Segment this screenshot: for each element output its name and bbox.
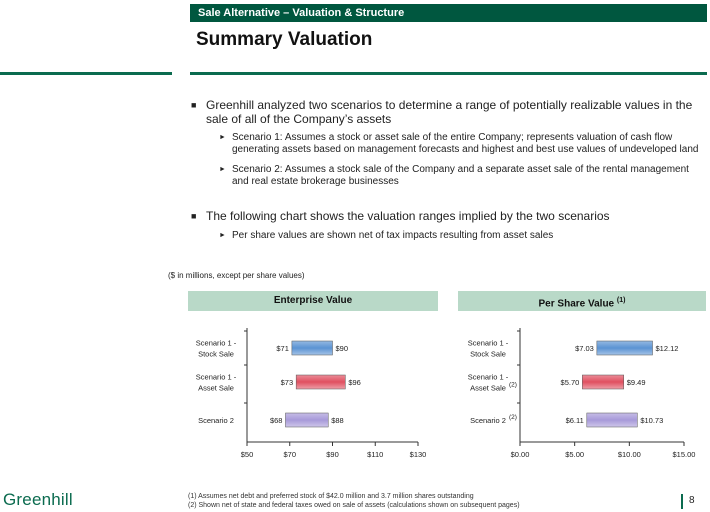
- enterprise-value-chart: $50 $70 $90 $110 $130 $71 $90 Scenario 1 - Stock…: [196, 328, 427, 459]
- bar-high-label: $12.12: [656, 344, 679, 353]
- bar-low-label: $68: [270, 416, 283, 425]
- x-tick-label: $15.00: [673, 450, 696, 459]
- per-share-header-footnote: (1): [616, 297, 626, 304]
- category-label: Scenario 1 -: [468, 339, 509, 348]
- x-tick-label: $70: [283, 450, 296, 459]
- footnote-1: (1) Assumes net debt and preferred stock…: [188, 493, 474, 500]
- header-rule-right: [190, 72, 707, 75]
- bullet-square-icon: ■: [191, 100, 197, 110]
- bar-low-label: $71: [276, 344, 289, 353]
- range-bar: [582, 374, 625, 390]
- range-bar: [291, 340, 333, 356]
- bar-high-label: $88: [331, 416, 344, 425]
- bar-low-label: $5.70: [561, 378, 580, 387]
- bar-low-label: $73: [281, 378, 294, 387]
- x-tick-label: $110: [367, 450, 383, 459]
- per-share-value-header-label: Per Share Value: [538, 298, 615, 310]
- greenhill-logo: Greenhill: [3, 490, 73, 509]
- category-label: Scenario 2: [198, 416, 234, 425]
- x-tick-label: $10.00: [618, 450, 641, 459]
- category-label: Stock Sale: [198, 350, 234, 359]
- per-share-value-header: Per Share Value (1): [458, 291, 706, 311]
- x-tick-label: $50: [241, 450, 254, 459]
- range-bar: [295, 374, 346, 390]
- category-label: Scenario 1 -: [196, 339, 237, 348]
- bullet-2-text: The following chart shows the valuation …: [206, 209, 610, 223]
- bar-high-label: $90: [336, 344, 349, 353]
- header-rule-left: [0, 72, 172, 75]
- bar-low-label: $6.11: [566, 416, 584, 425]
- category-label: Stock Sale: [470, 350, 506, 359]
- x-tick-label: $5.00: [565, 450, 584, 459]
- bar-high-label: $96: [348, 378, 361, 387]
- sub-bullet-arrow-icon: ►: [219, 232, 226, 239]
- range-bar: [285, 412, 329, 428]
- footnote-2: (2) Shown net of state and federal taxes…: [188, 502, 520, 509]
- sub-bullet-1-1: ► Scenario 1: Assumes a stock or asset s…: [219, 132, 700, 156]
- sub-bullet-arrow-icon: ►: [219, 166, 226, 173]
- sub-bullet-1-2: ► Scenario 2: Assumes a stock sale of th…: [219, 164, 700, 188]
- enterprise-value-header: Enterprise Value: [188, 291, 438, 311]
- sub-bullet-2-1: ► Per share values are shown net of tax …: [219, 230, 700, 242]
- section-banner: Sale Alternative – Valuation & Structure: [190, 4, 707, 22]
- sub-bullet-1-1-text: Scenario 1: Assumes a stock or asset sal…: [232, 132, 699, 155]
- page-number-divider: [681, 494, 683, 509]
- category-label: Asset Sale: [470, 384, 506, 393]
- range-bar: [596, 340, 653, 356]
- page-number: 8: [689, 495, 695, 506]
- enterprise-value-header-label: Enterprise Value: [273, 295, 353, 306]
- footnotes: (1) Assumes net debt and preferred stock…: [188, 492, 520, 510]
- category-label: Scenario 1 -: [468, 373, 509, 382]
- category-footnote: (2): [509, 382, 517, 389]
- x-tick-label: $130: [410, 450, 427, 459]
- x-tick-label: $0.00: [511, 450, 530, 459]
- bar-high-label: $9.49: [627, 378, 646, 387]
- category-label: Asset Sale: [198, 384, 234, 393]
- bullet-square-icon: ■: [191, 211, 197, 221]
- bar-low-label: $7.03: [575, 344, 594, 353]
- category-footnote: (2): [509, 414, 517, 421]
- category-label: Scenario 1 -: [196, 373, 237, 382]
- bullet-2: ■ The following chart shows the valuatio…: [191, 209, 698, 223]
- per-share-value-chart: $0.00 $5.00 $10.00 $15.00 $7.03 $12.12 Scenari…: [468, 328, 696, 459]
- sub-bullet-arrow-icon: ►: [219, 134, 226, 141]
- bar-high-label: $10.73: [640, 416, 663, 425]
- range-bar: [586, 412, 638, 428]
- sub-bullet-2-1-text: Per share values are shown net of tax im…: [232, 230, 554, 241]
- x-tick-label: $90: [326, 450, 339, 459]
- bullet-1: ■ Greenhill analyzed two scenarios to de…: [191, 98, 698, 126]
- units-note: ($ in millions, except per share values): [168, 271, 305, 280]
- page-title: Summary Valuation: [196, 29, 373, 50]
- sub-bullet-1-2-text: Scenario 2: Assumes a stock sale of the …: [232, 164, 689, 187]
- bullet-1-text: Greenhill analyzed two scenarios to dete…: [206, 98, 693, 126]
- category-label: Scenario 2: [470, 416, 506, 425]
